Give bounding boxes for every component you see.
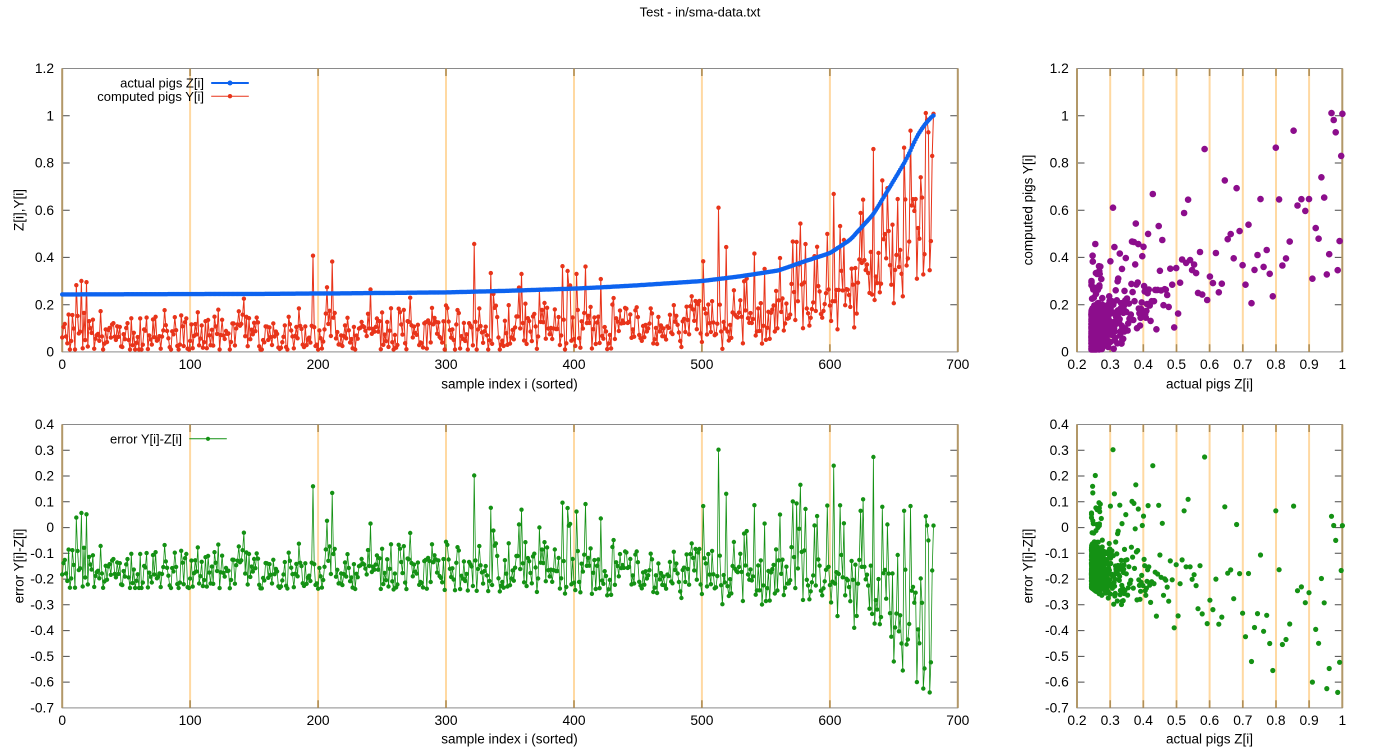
svg-text:0.4: 0.4 bbox=[35, 250, 55, 265]
svg-text:0.8: 0.8 bbox=[35, 156, 55, 171]
svg-text:0.6: 0.6 bbox=[1200, 357, 1220, 372]
svg-text:0.3: 0.3 bbox=[35, 443, 55, 458]
svg-text:0.7: 0.7 bbox=[1233, 713, 1252, 728]
svg-text:1: 1 bbox=[1338, 713, 1346, 728]
svg-text:600: 600 bbox=[818, 713, 841, 728]
svg-text:-0.1: -0.1 bbox=[1045, 546, 1069, 561]
svg-text:0.1: 0.1 bbox=[1050, 494, 1069, 509]
svg-text:0.4: 0.4 bbox=[1134, 713, 1154, 728]
svg-text:Test - in/sma-data.txt: Test - in/sma-data.txt bbox=[640, 4, 761, 19]
svg-text:-0.5: -0.5 bbox=[30, 649, 54, 664]
svg-text:error Y[i]-Z[i]: error Y[i]-Z[i] bbox=[1021, 529, 1036, 604]
svg-text:error Y[i]-Z[i]: error Y[i]-Z[i] bbox=[12, 529, 27, 604]
svg-text:actual pigs Z[i]: actual pigs Z[i] bbox=[1166, 732, 1253, 747]
svg-text:-0.2: -0.2 bbox=[30, 572, 54, 587]
svg-text:0: 0 bbox=[1061, 520, 1069, 535]
svg-text:0.3: 0.3 bbox=[1101, 713, 1121, 728]
svg-text:200: 200 bbox=[307, 357, 330, 372]
svg-text:400: 400 bbox=[562, 357, 585, 372]
svg-text:0.8: 0.8 bbox=[1050, 156, 1070, 171]
svg-text:0.6: 0.6 bbox=[1200, 713, 1220, 728]
svg-text:computed pigs Y[i]: computed pigs Y[i] bbox=[1021, 155, 1036, 266]
svg-text:0.6: 0.6 bbox=[1050, 203, 1070, 218]
svg-text:100: 100 bbox=[179, 713, 202, 728]
svg-text:300: 300 bbox=[434, 713, 457, 728]
svg-text:0.3: 0.3 bbox=[1101, 357, 1121, 372]
svg-text:0.4: 0.4 bbox=[1050, 417, 1070, 432]
svg-text:sample index i (sorted): sample index i (sorted) bbox=[441, 732, 578, 747]
svg-text:500: 500 bbox=[690, 713, 713, 728]
svg-text:-0.5: -0.5 bbox=[1045, 649, 1069, 664]
svg-text:200: 200 bbox=[307, 713, 330, 728]
svg-text:0.3: 0.3 bbox=[1050, 443, 1070, 458]
svg-text:700: 700 bbox=[946, 713, 969, 728]
svg-text:0.2: 0.2 bbox=[1067, 713, 1086, 728]
svg-text:0.4: 0.4 bbox=[1050, 250, 1070, 265]
svg-text:1.2: 1.2 bbox=[1050, 61, 1069, 76]
svg-text:0.7: 0.7 bbox=[1233, 357, 1252, 372]
svg-text:1: 1 bbox=[1338, 357, 1346, 372]
svg-text:error Y[i]-Z[i]: error Y[i]-Z[i] bbox=[110, 431, 182, 446]
svg-text:0.6: 0.6 bbox=[35, 203, 55, 218]
svg-text:400: 400 bbox=[562, 713, 585, 728]
svg-text:0.2: 0.2 bbox=[1067, 357, 1086, 372]
svg-text:500: 500 bbox=[690, 357, 713, 372]
svg-text:700: 700 bbox=[946, 357, 969, 372]
svg-text:-0.3: -0.3 bbox=[30, 597, 54, 612]
svg-text:-0.7: -0.7 bbox=[1045, 701, 1069, 716]
svg-text:100: 100 bbox=[179, 357, 202, 372]
svg-text:0.1: 0.1 bbox=[35, 494, 54, 509]
svg-text:0: 0 bbox=[1061, 345, 1069, 360]
svg-text:Z[i],Y[i]: Z[i],Y[i] bbox=[12, 189, 27, 231]
svg-text:0: 0 bbox=[58, 357, 66, 372]
svg-text:0: 0 bbox=[46, 520, 54, 535]
svg-text:0.5: 0.5 bbox=[1167, 713, 1187, 728]
svg-text:1: 1 bbox=[46, 108, 54, 123]
svg-text:-0.6: -0.6 bbox=[1045, 675, 1069, 690]
svg-text:-0.4: -0.4 bbox=[30, 623, 54, 638]
svg-text:0.9: 0.9 bbox=[1300, 713, 1320, 728]
svg-text:-0.3: -0.3 bbox=[1045, 597, 1069, 612]
svg-text:0.4: 0.4 bbox=[35, 417, 55, 432]
svg-text:0.8: 0.8 bbox=[1266, 713, 1286, 728]
svg-text:-0.2: -0.2 bbox=[1045, 572, 1069, 587]
svg-text:-0.6: -0.6 bbox=[30, 675, 54, 690]
svg-text:actual pigs Z[i]: actual pigs Z[i] bbox=[1166, 377, 1253, 392]
svg-text:0.8: 0.8 bbox=[1266, 357, 1286, 372]
svg-text:actual pigs Z[i]: actual pigs Z[i] bbox=[120, 76, 204, 91]
svg-text:0.4: 0.4 bbox=[1134, 357, 1154, 372]
svg-text:0: 0 bbox=[58, 713, 66, 728]
svg-text:-0.4: -0.4 bbox=[1045, 623, 1069, 638]
svg-text:1.2: 1.2 bbox=[35, 61, 54, 76]
svg-text:0.2: 0.2 bbox=[35, 297, 54, 312]
svg-text:computed pigs Y[i]: computed pigs Y[i] bbox=[97, 89, 204, 104]
svg-text:sample index i (sorted): sample index i (sorted) bbox=[441, 377, 578, 392]
svg-text:0.2: 0.2 bbox=[35, 469, 54, 484]
svg-text:1: 1 bbox=[1061, 108, 1069, 123]
svg-text:0.2: 0.2 bbox=[1050, 297, 1069, 312]
svg-text:300: 300 bbox=[434, 357, 457, 372]
svg-text:0: 0 bbox=[46, 345, 54, 360]
svg-text:-0.1: -0.1 bbox=[30, 546, 54, 561]
svg-text:600: 600 bbox=[818, 357, 841, 372]
svg-text:-0.7: -0.7 bbox=[30, 701, 54, 716]
svg-text:0.5: 0.5 bbox=[1167, 357, 1187, 372]
svg-text:0.2: 0.2 bbox=[1050, 469, 1069, 484]
svg-text:0.9: 0.9 bbox=[1300, 357, 1320, 372]
